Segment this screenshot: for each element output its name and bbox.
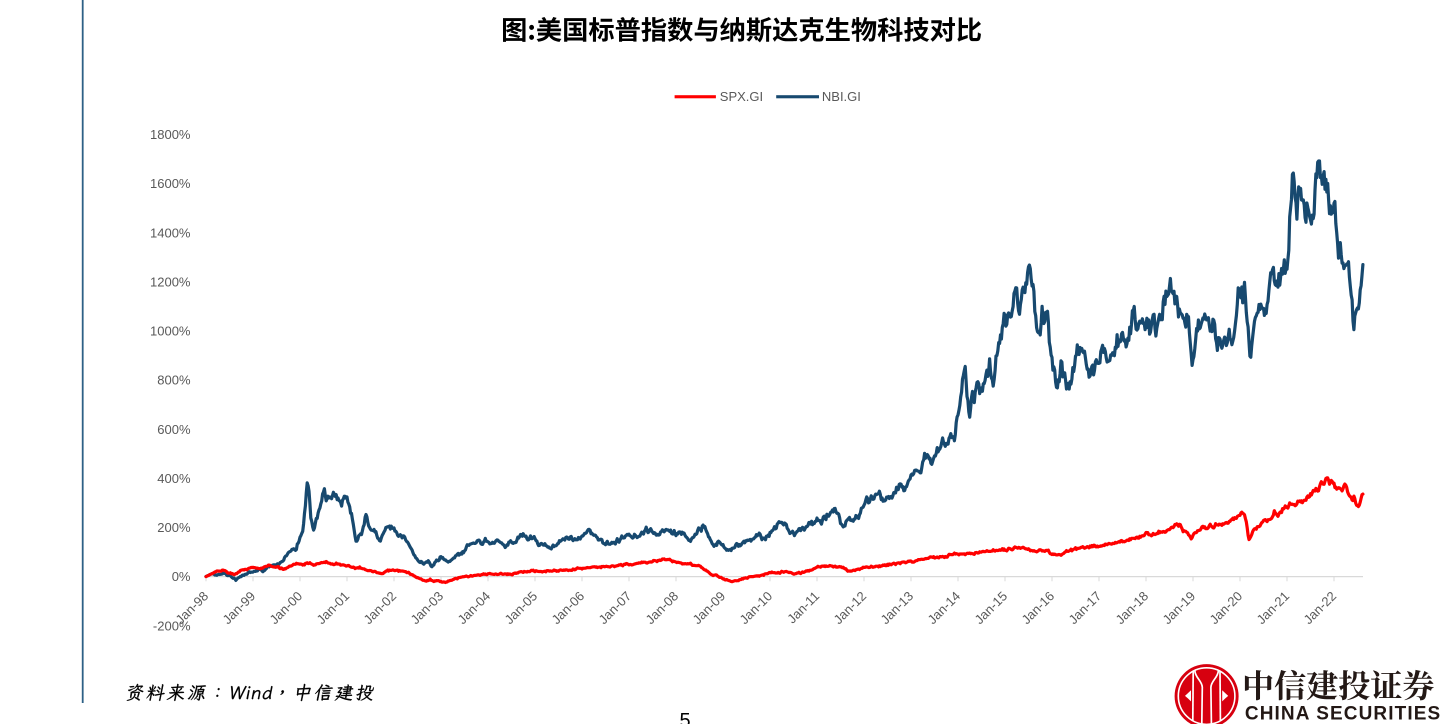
svg-text:Jan-17: Jan-17 (1065, 588, 1104, 627)
svg-text:Jan-18: Jan-18 (1112, 588, 1151, 627)
svg-text:NBI.GI: NBI.GI (822, 89, 861, 104)
svg-text:600%: 600% (157, 422, 191, 437)
svg-text:Jan-16: Jan-16 (1018, 588, 1057, 627)
svg-text:Jan-03: Jan-03 (407, 588, 446, 627)
svg-text:Jan-06: Jan-06 (548, 588, 587, 627)
svg-text:Jan-12: Jan-12 (830, 588, 869, 627)
svg-text:Jan-22: Jan-22 (1300, 588, 1339, 627)
svg-text:Jan-21: Jan-21 (1253, 588, 1292, 627)
svg-text:Jan-14: Jan-14 (924, 588, 963, 627)
svg-text:Jan-10: Jan-10 (736, 588, 775, 627)
svg-text:1200%: 1200% (150, 275, 191, 290)
svg-text:Jan-99: Jan-99 (219, 588, 258, 627)
svg-text:Jan-20: Jan-20 (1206, 588, 1245, 627)
svg-text:Jan-02: Jan-02 (360, 588, 399, 627)
svg-text:Jan-09: Jan-09 (689, 588, 728, 627)
svg-text:1000%: 1000% (150, 324, 191, 339)
svg-text:800%: 800% (157, 373, 191, 388)
svg-text:Jan-04: Jan-04 (454, 588, 493, 627)
svg-text:1400%: 1400% (150, 225, 191, 240)
svg-text:Jan-13: Jan-13 (877, 588, 916, 627)
svg-text:200%: 200% (157, 520, 191, 535)
svg-text:CHINA SECURITIES: CHINA SECURITIES (1245, 704, 1440, 724)
svg-text:Jan-00: Jan-00 (266, 588, 305, 627)
svg-text:Jan-15: Jan-15 (971, 588, 1010, 627)
svg-text:SPX.GI: SPX.GI (720, 89, 763, 104)
svg-text:Jan-07: Jan-07 (595, 588, 634, 627)
svg-text:400%: 400% (157, 471, 191, 486)
svg-text:Jan-08: Jan-08 (642, 588, 681, 627)
svg-text:Jan-11: Jan-11 (784, 588, 822, 626)
svg-text:0%: 0% (172, 569, 191, 584)
svg-text:1600%: 1600% (150, 176, 191, 191)
svg-text:-200%: -200% (153, 618, 191, 633)
svg-text:1800%: 1800% (150, 127, 191, 142)
svg-text:Jan-05: Jan-05 (501, 588, 540, 627)
svg-text:Jan-98: Jan-98 (172, 588, 211, 627)
svg-text:Jan-01: Jan-01 (313, 588, 352, 627)
svg-text:Jan-19: Jan-19 (1159, 588, 1198, 627)
svg-text:5: 5 (680, 710, 691, 724)
